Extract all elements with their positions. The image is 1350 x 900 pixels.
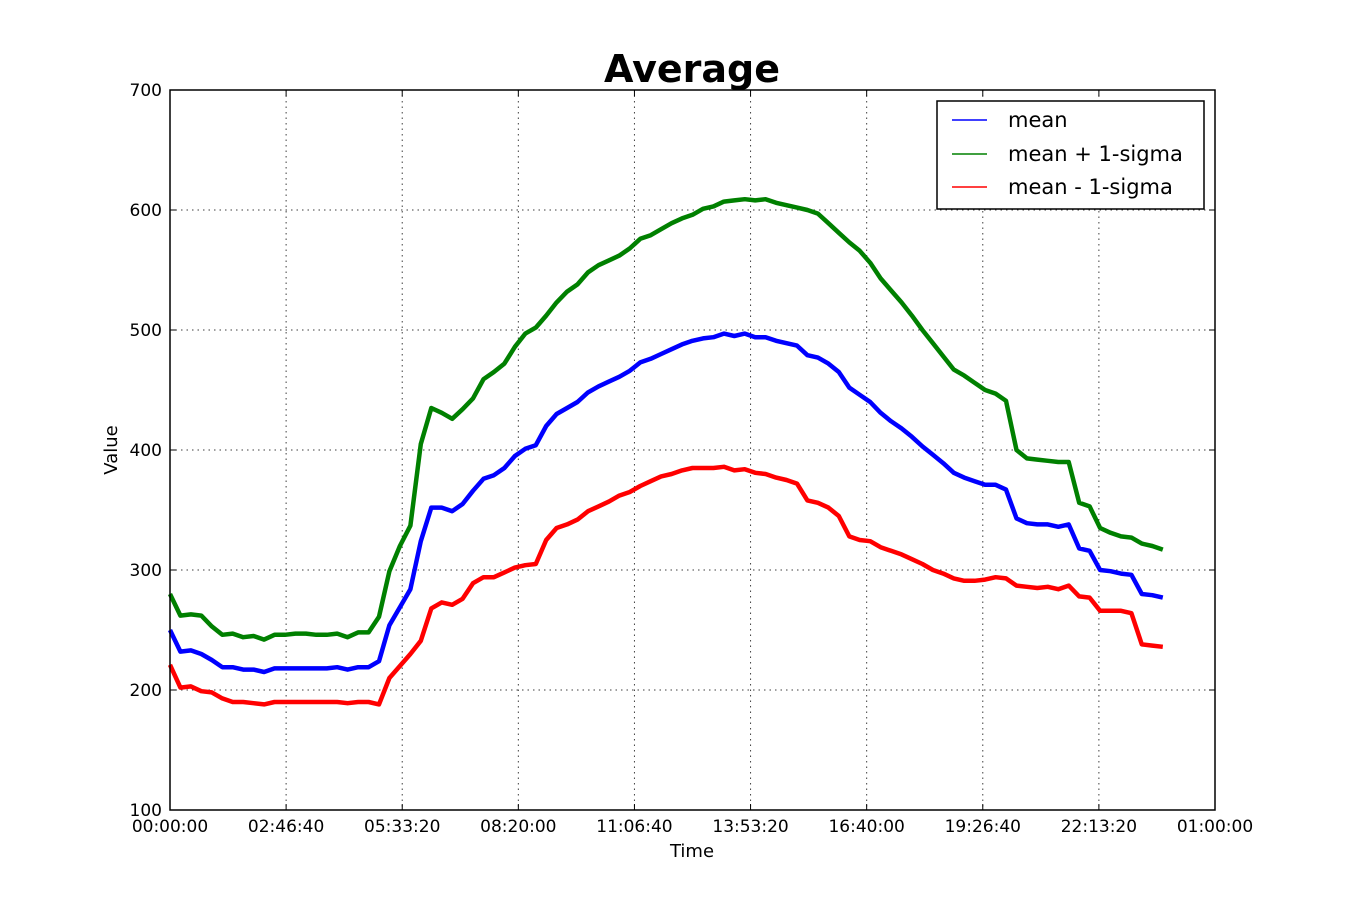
y-tick-label: 500 (130, 321, 162, 341)
chart-title: Average (604, 47, 780, 91)
legend-label-mean-minus-sigma: mean - 1-sigma (1008, 175, 1173, 199)
grid (170, 90, 1215, 810)
x-tick-label: 05:33:20 (364, 817, 440, 837)
y-tick-label: 600 (130, 201, 162, 221)
y-tick-label: 300 (130, 561, 162, 581)
x-tick-label: 13:53:20 (712, 817, 788, 837)
y-tick-label: 100 (130, 801, 162, 821)
x-tick-label: 01:00:00 (1177, 817, 1253, 837)
legend-box (936, 100, 1205, 210)
series-line-mean-minus-sigma (167, 464, 1164, 707)
y-axis-label: Value (101, 425, 122, 474)
y-tick-label: 400 (130, 441, 162, 461)
series-line-mean (167, 331, 1164, 675)
x-tick-label: 11:06:40 (596, 817, 672, 837)
x-tick-label: 22:13:20 (1061, 817, 1137, 837)
legend-label-mean-plus-sigma: mean + 1-sigma (1008, 142, 1183, 166)
x-tick-label: 02:46:40 (248, 817, 324, 837)
series-line-mean-plus-sigma (167, 196, 1164, 642)
x-tick-label: 08:20:00 (480, 817, 556, 837)
x-tick-label: 00:00:00 (132, 817, 208, 837)
y-tick-label: 700 (130, 81, 162, 101)
legend: mean mean + 1-sigma mean - 1-sigma (936, 100, 1205, 210)
axis-ticks: 00:00:00 02:46:40 05:33:20 08:20:00 11:06:40… (130, 81, 1254, 837)
series-lines (167, 196, 1164, 707)
y-tick-label: 200 (130, 681, 162, 701)
legend-label-mean: mean (1008, 108, 1068, 132)
x-tick-label: 16:40:00 (828, 817, 904, 837)
x-axis-label: Time (669, 841, 714, 862)
x-tick-label: 19:26:40 (945, 817, 1021, 837)
